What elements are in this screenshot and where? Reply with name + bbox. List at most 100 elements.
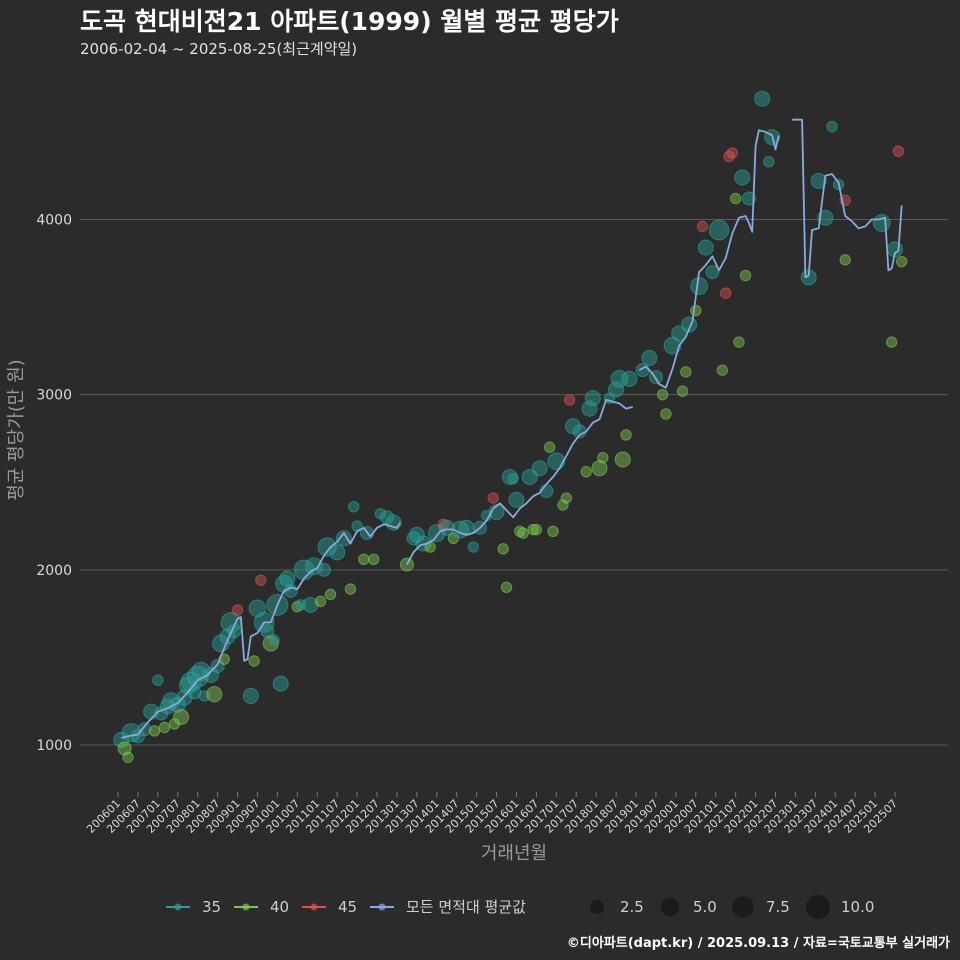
data-point-35 (608, 381, 625, 398)
data-point-45 (892, 145, 905, 157)
average-line-segment (121, 522, 402, 739)
y-axis-label: 평균 평당가(만 원) (6, 359, 27, 500)
data-point-35 (826, 120, 838, 133)
data-point-35 (260, 624, 275, 639)
data-point-40 (591, 460, 608, 477)
y-tick-labels: 1000 2000 3000 4000 (36, 213, 72, 755)
data-point-40 (839, 254, 851, 266)
data-point-40 (500, 581, 513, 594)
data-point-35 (810, 172, 827, 190)
legend-label: 모든 면적대 평균값 (406, 898, 526, 916)
legend-size-2: 7.5 (732, 896, 790, 918)
data-point-35 (705, 265, 720, 280)
legend-size-label: 5.0 (693, 898, 717, 916)
data-point-35 (641, 349, 658, 366)
data-point-40 (324, 588, 337, 601)
data-point-40 (660, 408, 672, 420)
data-point-35 (754, 90, 771, 107)
legend-size-3: 10.0 (805, 894, 874, 920)
data-point-40 (886, 336, 898, 348)
data-point-40 (733, 336, 745, 348)
legend-item-avg: 모든 면적대 평균값 (370, 898, 526, 916)
data-point-40 (367, 553, 380, 566)
data-point-35 (317, 537, 337, 557)
data-points (113, 90, 908, 763)
data-point-35 (379, 510, 395, 525)
data-point-40 (690, 304, 702, 317)
data-point-35 (438, 519, 455, 536)
data-point-45 (255, 574, 267, 587)
data-point-40 (895, 255, 908, 268)
data-point-35 (734, 169, 751, 186)
data-point-40 (547, 525, 559, 537)
data-point-40 (530, 523, 543, 536)
legend-dot (174, 903, 182, 911)
legend-label: 40 (270, 898, 289, 916)
legend-size-label: 10.0 (841, 898, 874, 916)
data-point-35 (113, 731, 130, 748)
data-point-40 (716, 364, 729, 376)
legend-size-label: 2.5 (620, 898, 644, 916)
x-tick-labels: 2006012006072007012007072008012008072009… (84, 792, 900, 836)
data-point-35 (242, 687, 259, 704)
average-line-segment (638, 129, 780, 389)
legend-size-dot (660, 897, 680, 917)
data-point-45 (231, 604, 244, 616)
data-point-35 (279, 570, 296, 587)
data-point-35 (507, 473, 519, 485)
data-point-40 (597, 452, 609, 464)
data-point-35 (690, 277, 709, 295)
legend-size-0: 2.5 (589, 898, 644, 916)
legend-label: 45 (338, 898, 357, 916)
data-point-35 (268, 634, 280, 646)
data-point-45 (563, 394, 576, 406)
data-point-40 (314, 595, 327, 608)
legend-dot (242, 903, 250, 911)
data-point-40 (557, 499, 569, 511)
data-point-40 (206, 686, 223, 703)
data-point-40 (560, 492, 572, 504)
legend-label: 35 (202, 898, 221, 916)
data-point-35 (137, 722, 152, 737)
data-point-40 (729, 192, 742, 205)
data-point-35 (305, 557, 323, 576)
data-point-35 (581, 400, 598, 417)
data-point-35 (467, 541, 480, 553)
data-point-35 (508, 491, 525, 508)
data-point-40 (497, 543, 509, 555)
data-point-40 (614, 451, 631, 468)
legend-dot (378, 903, 386, 911)
data-point-40 (173, 708, 190, 726)
data-point-35 (329, 544, 346, 561)
x-axis-label: 거래년월 (481, 843, 547, 864)
chart-subtitle: 2006-02-04 ~ 2025-08-25(최근계약일) (80, 40, 357, 58)
average-line-segment (792, 118, 903, 279)
data-point-40 (344, 583, 357, 595)
data-point-40 (358, 553, 370, 566)
data-point-35 (547, 452, 566, 471)
data-point-40 (739, 269, 752, 282)
data-point-40 (517, 527, 529, 539)
data-point-35 (406, 531, 421, 546)
data-point-35 (531, 460, 548, 477)
data-point-35 (872, 214, 891, 232)
data-point-40 (148, 725, 161, 737)
legend-size-label: 7.5 (766, 898, 790, 916)
data-point-35 (408, 526, 425, 543)
legend-size-dot (589, 899, 605, 915)
data-point-35 (152, 674, 164, 686)
data-point-40 (248, 655, 260, 667)
data-point-40 (158, 721, 171, 734)
average-line (121, 118, 903, 739)
data-point-35 (697, 239, 714, 256)
legend-dot (310, 903, 318, 911)
data-point-35 (335, 530, 352, 547)
legend-item-40: 40 (234, 898, 289, 916)
average-line-segment (406, 398, 633, 566)
legend-item-35: 35 (166, 898, 221, 916)
data-point-35 (741, 191, 756, 206)
data-point-40 (122, 751, 134, 763)
data-point-35 (283, 583, 298, 598)
legend: 35 40 45 모든 면적대 평균값 2.5 5.0 7.5 10.0 (166, 894, 874, 920)
